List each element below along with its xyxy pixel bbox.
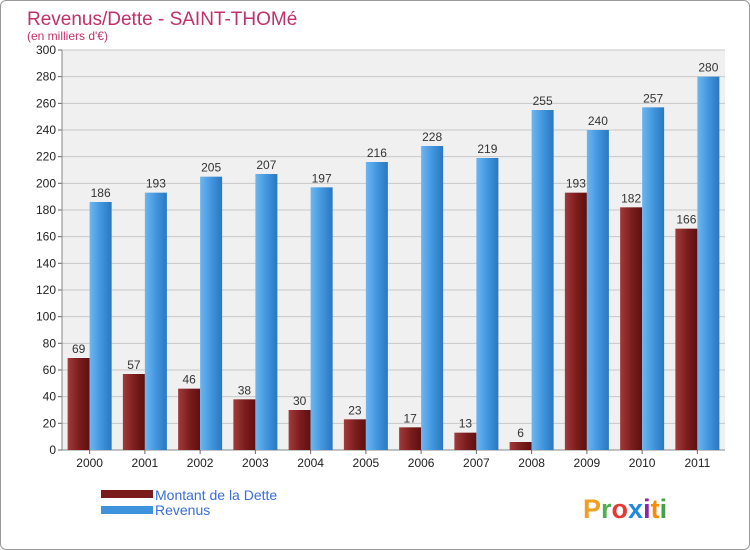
bar-debt-2002 bbox=[178, 388, 201, 450]
legend: Montant de la Dette Revenus bbox=[101, 487, 277, 518]
data-label-debt-2003: 38 bbox=[238, 383, 252, 397]
logo-letter-1: r bbox=[601, 494, 612, 524]
data-label-revenue-2001: 193 bbox=[146, 177, 166, 191]
data-label-revenue-2005: 216 bbox=[367, 146, 387, 160]
data-label-revenue-2004: 197 bbox=[312, 171, 332, 185]
bar-revenue-2001 bbox=[144, 192, 167, 450]
y-tick-label-60: 60 bbox=[43, 363, 57, 377]
bar-debt-2005 bbox=[343, 419, 366, 450]
x-tick-label-2000: 2000 bbox=[76, 456, 103, 470]
bar-debt-2000 bbox=[67, 358, 90, 450]
y-tick-label-20: 20 bbox=[43, 416, 57, 430]
y-tick-label-280: 280 bbox=[36, 70, 56, 84]
x-tick-label-2001: 2001 bbox=[132, 456, 159, 470]
legend-swatch-dette bbox=[101, 490, 153, 498]
data-label-revenue-2000: 186 bbox=[91, 186, 111, 200]
legend-label-dette: Montant de la Dette bbox=[155, 487, 277, 503]
bar-revenue-2008 bbox=[531, 110, 554, 450]
data-label-revenue-2009: 240 bbox=[588, 114, 608, 128]
bar-revenue-2007 bbox=[476, 158, 499, 450]
y-tick-label-100: 100 bbox=[36, 310, 56, 324]
logo-letter-5: t bbox=[651, 494, 660, 524]
x-tick-label-2007: 2007 bbox=[463, 456, 490, 470]
bar-debt-2007 bbox=[454, 432, 477, 450]
x-tick-label-2009: 2009 bbox=[574, 456, 601, 470]
y-tick-label-240: 240 bbox=[36, 123, 56, 137]
bar-debt-2003 bbox=[233, 399, 256, 450]
bar-debt-2001 bbox=[122, 374, 145, 450]
chart-subtitle: (en milliers d'€) bbox=[27, 29, 108, 43]
legend-swatch-revenus bbox=[101, 506, 153, 514]
x-axis: 2000 2001 2002 2003 2004 2005 2006 2007 2008 2009… bbox=[76, 450, 711, 470]
data-label-debt-2010: 182 bbox=[621, 191, 641, 205]
plot-area bbox=[62, 50, 725, 450]
x-tick-label-2011: 2011 bbox=[684, 456, 710, 470]
data-label-revenue-2006: 228 bbox=[422, 130, 442, 144]
data-label-debt-2007: 13 bbox=[459, 417, 473, 431]
data-label-revenue-2008: 255 bbox=[533, 94, 553, 108]
data-label-revenue-2011: 280 bbox=[698, 61, 718, 75]
bar-revenue-2006 bbox=[421, 146, 444, 450]
data-label-debt-2009: 193 bbox=[566, 177, 586, 191]
data-label-debt-2006: 17 bbox=[403, 411, 417, 425]
data-label-debt-2008: 6 bbox=[517, 426, 524, 440]
x-tick-label-2004: 2004 bbox=[297, 456, 324, 470]
gridlines bbox=[62, 49, 725, 451]
data-label-debt-2002: 46 bbox=[182, 373, 196, 387]
y-tick-label-120: 120 bbox=[36, 283, 56, 297]
bar-debt-2009 bbox=[564, 192, 587, 450]
x-tick-label-2002: 2002 bbox=[187, 456, 214, 470]
proxiti-logo: Proxiti bbox=[583, 494, 667, 524]
data-label-debt-2011: 166 bbox=[676, 213, 696, 227]
data-label-debt-2001: 57 bbox=[127, 358, 141, 372]
data-label-debt-2005: 23 bbox=[348, 403, 362, 417]
legend-label-revenus: Revenus bbox=[155, 502, 210, 518]
bars bbox=[67, 76, 720, 451]
bar-revenue-2003 bbox=[255, 174, 278, 450]
bar-debt-2006 bbox=[399, 427, 422, 450]
y-tick-label-80: 80 bbox=[43, 336, 57, 350]
data-label-revenue-2003: 207 bbox=[256, 158, 276, 172]
data-label-debt-2004: 30 bbox=[293, 394, 307, 408]
x-tick-label-2006: 2006 bbox=[408, 456, 435, 470]
data-labels: 69 186 57 193 46 205 38 207 30 197 23 216 17 228 13 219… bbox=[72, 61, 719, 440]
bar-revenue-2005 bbox=[365, 162, 388, 450]
data-label-revenue-2010: 257 bbox=[643, 91, 663, 105]
bar-debt-2004 bbox=[288, 410, 311, 450]
y-tick-label-140: 140 bbox=[36, 256, 56, 270]
y-axis: 0 20 40 60 80 100 120 140 160 180 200 220 240 260 280 3… bbox=[36, 43, 725, 457]
logo-letter-4: i bbox=[643, 494, 651, 524]
x-tick-label-2010: 2010 bbox=[629, 456, 656, 470]
bar-revenue-2004 bbox=[310, 187, 333, 451]
y-tick-label-40: 40 bbox=[43, 390, 57, 404]
logo-letter-0: P bbox=[583, 494, 601, 524]
data-label-revenue-2002: 205 bbox=[201, 161, 221, 175]
x-tick-label-2005: 2005 bbox=[353, 456, 380, 470]
chart-title: Revenus/Dette - SAINT-THOMé bbox=[27, 9, 297, 30]
logo-letter-2: o bbox=[612, 494, 629, 524]
logo-letter-3: x bbox=[628, 494, 643, 524]
bar-debt-2008 bbox=[509, 442, 532, 450]
bar-debt-2011 bbox=[675, 228, 698, 450]
bar-revenue-2009 bbox=[586, 130, 609, 450]
logo-letter-6: i bbox=[660, 494, 668, 524]
data-label-revenue-2007: 219 bbox=[477, 142, 497, 156]
x-tick-label-2003: 2003 bbox=[242, 456, 269, 470]
bar-revenue-2002 bbox=[200, 176, 223, 450]
bar-debt-2010 bbox=[620, 207, 643, 450]
y-tick-label-160: 160 bbox=[36, 230, 56, 244]
y-tick-label-200: 200 bbox=[36, 176, 56, 190]
y-tick-label-220: 220 bbox=[36, 150, 56, 164]
bar-revenue-2000 bbox=[89, 202, 112, 450]
y-tick-label-260: 260 bbox=[36, 96, 56, 110]
bar-revenue-2010 bbox=[642, 107, 665, 450]
bar-revenue-2011 bbox=[697, 76, 720, 451]
y-tick-label-300: 300 bbox=[36, 43, 56, 57]
y-tick-label-180: 180 bbox=[36, 203, 56, 217]
y-tick-label-0: 0 bbox=[49, 443, 56, 457]
data-label-debt-2000: 69 bbox=[72, 342, 86, 356]
x-tick-label-2008: 2008 bbox=[518, 456, 545, 470]
